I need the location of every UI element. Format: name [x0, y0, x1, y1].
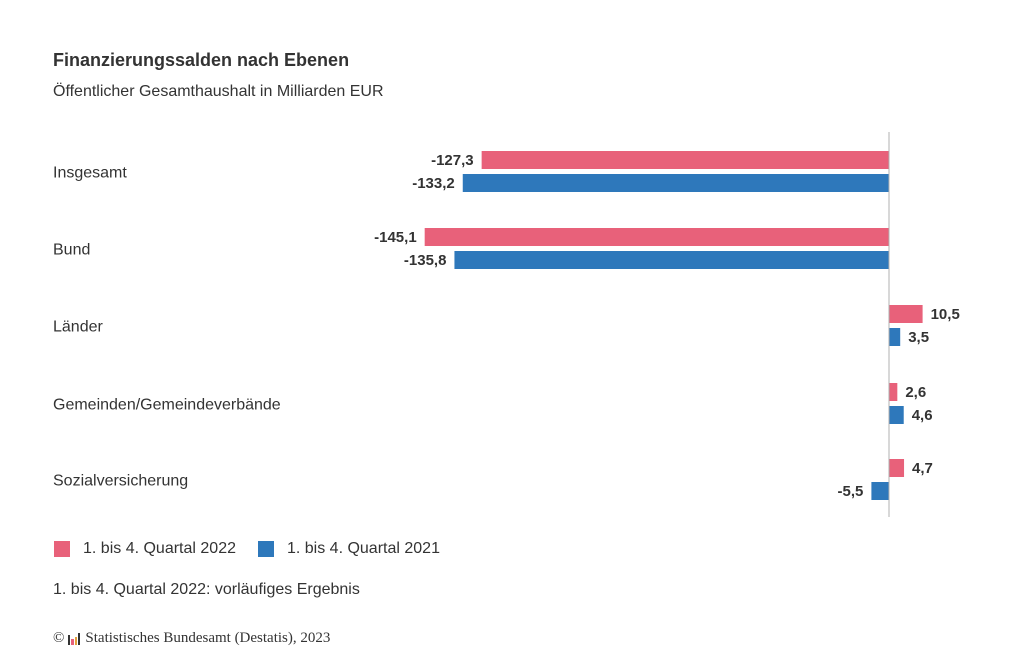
destatis-logo-icon [68, 632, 81, 645]
category-label: Bund [53, 242, 90, 259]
bar-2022[interactable] [424, 228, 889, 246]
bar-2021[interactable] [889, 406, 904, 424]
bar-2022[interactable] [889, 305, 923, 323]
legend-item-2021[interactable]: 1. bis 4. Quartal 2021 [257, 540, 440, 558]
chart-title: Finanzierungssalden nach Ebenen [53, 50, 350, 70]
bar-2021[interactable] [462, 174, 889, 192]
bar-2022[interactable] [889, 459, 905, 477]
data-label: 2,6 [905, 384, 926, 401]
bar-2021[interactable] [871, 482, 889, 500]
category-label: Länder [53, 319, 103, 336]
data-label: -135,8 [404, 252, 447, 269]
bar-2021[interactable] [889, 328, 901, 346]
data-label: 4,7 [912, 460, 933, 477]
data-label: 3,5 [908, 329, 929, 346]
source-line: © Statistisches Bundesamt (Destatis), 20… [53, 630, 330, 647]
bar-2021[interactable] [454, 251, 889, 269]
category-label: Sozialversicherung [53, 473, 188, 490]
legend-label-2021: 1. bis 4. Quartal 2021 [286, 540, 440, 557]
data-label: 4,6 [912, 407, 933, 424]
chart-subtitle: Öffentlicher Gesamthaushalt in Milliarde… [53, 83, 384, 100]
data-label: -5,5 [838, 483, 864, 500]
chart-legend: 1. bis 4. Quartal 2022 1. bis 4. Quartal… [54, 540, 462, 558]
data-label: -127,3 [431, 152, 474, 169]
data-label: 10,5 [931, 306, 960, 323]
footnote: 1. bis 4. Quartal 2022: vorläufiges Erge… [53, 581, 360, 598]
legend-label-2022: 1. bis 4. Quartal 2022 [83, 540, 236, 557]
category-label: Insgesamt [53, 165, 127, 182]
data-label: -145,1 [374, 229, 417, 246]
bar-2022[interactable] [481, 151, 889, 169]
category-label: Gemeinden/Gemeindeverbände [53, 397, 281, 414]
source-text: Statistisches Bundesamt (Destatis), 2023 [85, 630, 331, 646]
data-label: -133,2 [412, 175, 455, 192]
legend-swatch-2022 [54, 541, 70, 557]
legend-swatch-2021 [257, 541, 274, 557]
bar-chart: Insgesamt -127,3 -133,2 Bund -145,1 -135,8 Län… [53, 132, 960, 517]
copyright-symbol: © [53, 630, 65, 646]
bar-2022[interactable] [889, 383, 898, 401]
legend-item-2022[interactable]: 1. bis 4. Quartal 2022 [54, 540, 236, 558]
